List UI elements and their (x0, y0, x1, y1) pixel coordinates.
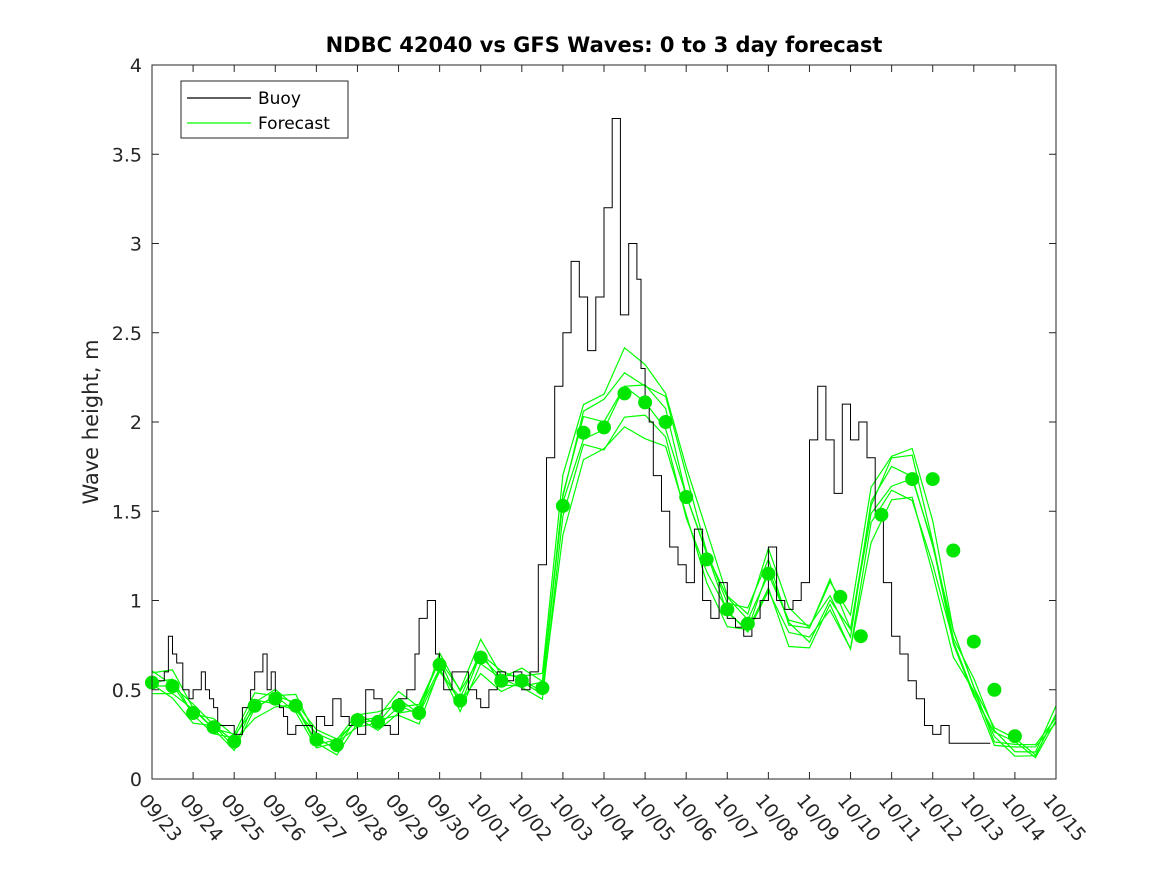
forecast-marker (946, 543, 961, 558)
x-tick-label: 09/23 (134, 790, 186, 846)
forecast-marker (247, 698, 262, 713)
forecast-marker (699, 552, 714, 567)
forecast-marker (206, 720, 221, 735)
x-tick-label: 10/10 (833, 790, 885, 846)
legend: Buoy Forecast (180, 80, 349, 139)
forecast-marker (905, 472, 920, 487)
forecast-marker (432, 657, 447, 672)
forecast-marker (720, 602, 735, 617)
x-tick-label: 10/05 (627, 790, 679, 846)
x-tick-label: 10/02 (504, 790, 556, 846)
forecast-marker (412, 706, 427, 720)
forecast-marker (987, 682, 1002, 697)
forecast-marker (740, 616, 755, 631)
y-axis-label: Wave height, m (79, 339, 103, 504)
y-tick-label: 1.5 (112, 501, 142, 523)
y-tick-label: 2 (130, 412, 142, 434)
forecast-marker (576, 425, 591, 440)
x-tick-label: 10/04 (586, 790, 638, 846)
x-tick-label: 10/06 (668, 790, 720, 846)
forecast-marker (473, 650, 488, 665)
forecast-marker (597, 420, 611, 435)
marker-layer (145, 386, 1022, 753)
forecast-marker (371, 714, 385, 729)
y-tick-label: 0 (130, 769, 142, 791)
legend-buoy-label: Buoy (258, 89, 301, 109)
forecast-marker (638, 395, 653, 410)
x-tick-label: 09/28 (340, 790, 392, 846)
forecast-marker (186, 706, 201, 720)
x-tick-label: 10/11 (874, 790, 926, 846)
forecast-marker (853, 629, 868, 644)
y-tick-label: 1 (130, 591, 142, 613)
forecast-marker (288, 698, 303, 713)
forecast-marker (1007, 729, 1022, 744)
legend-forecast-label: Forecast (258, 114, 330, 134)
x-tick-label: 10/08 (751, 790, 803, 846)
x-tick-label: 10/01 (463, 790, 515, 846)
forecast-marker (966, 634, 981, 649)
x-tick-label: 10/13 (956, 790, 1008, 846)
forecast-marker (514, 673, 529, 688)
y-tick-label: 2.5 (112, 323, 142, 345)
forecast-marker (925, 472, 940, 487)
forecast-marker (309, 732, 324, 747)
y-tick-label: 0.5 (112, 680, 142, 702)
x-tick-label: 09/30 (422, 790, 474, 846)
forecast-marker (350, 713, 365, 728)
y-tick-label: 3.5 (112, 144, 142, 166)
x-tick-label: 09/26 (257, 790, 309, 846)
forecast-line (151, 346, 1057, 756)
x-tick-label: 09/27 (299, 790, 351, 846)
x-tick-label: 10/07 (709, 790, 761, 846)
forecast-marker (874, 507, 889, 522)
forecast-marker (658, 415, 673, 429)
forecast-marker (617, 386, 632, 401)
chart-title: NDBC 42040 vs GFS Waves: 0 to 3 day fore… (326, 33, 883, 57)
forecast-line (151, 414, 1057, 752)
forecast-marker (391, 698, 406, 713)
forecast-marker (165, 679, 180, 694)
forecast-marker (833, 589, 848, 604)
forecast-marker (453, 693, 468, 708)
y-tick-label: 3 (130, 234, 142, 256)
buoy-line (152, 118, 991, 744)
x-tick-label: 10/15 (1038, 790, 1090, 846)
forecast-marker (679, 490, 694, 504)
forecast-marker (761, 566, 776, 581)
x-tick-label: 09/25 (216, 790, 268, 846)
forecast-marker (555, 498, 570, 513)
forecast-marker (494, 673, 509, 688)
x-tick-label: 10/14 (997, 790, 1049, 846)
y-tick-label: 4 (130, 55, 142, 77)
forecast-marker (535, 681, 550, 695)
forecast-marker (329, 738, 344, 753)
forecast-marker (268, 691, 283, 706)
forecast-line (151, 426, 1057, 757)
x-tick-label: 10/03 (545, 790, 597, 846)
forecast-line (151, 371, 1057, 753)
x-tick-label: 09/24 (175, 790, 227, 846)
x-tick-label: 10/12 (915, 790, 967, 846)
forecast-marker (227, 734, 242, 749)
legend-box (180, 80, 349, 139)
y-axis: 0 0.5 1 1.5 2 2.5 3 3.5 4 (112, 55, 1056, 791)
x-tick-label: 09/29 (381, 790, 433, 846)
x-tick-label: 10/09 (792, 790, 844, 846)
